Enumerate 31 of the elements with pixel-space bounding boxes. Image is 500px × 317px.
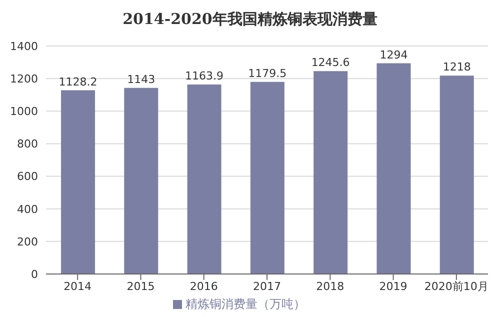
x-tick-label: 2018 — [316, 280, 344, 293]
bar — [61, 90, 95, 274]
x-tick-label: 2019 — [379, 280, 408, 293]
data-label: 1179.5 — [248, 66, 287, 80]
chart-title: 2014-2020年我国精炼铜表现消费量 — [122, 9, 378, 30]
bar — [440, 76, 474, 274]
data-label: 1245.6 — [311, 56, 350, 70]
y-tick-label: 200 — [17, 235, 38, 248]
x-tick-label: 2016 — [190, 280, 218, 293]
y-tick-label: 800 — [17, 138, 38, 151]
bar — [314, 71, 348, 274]
data-label: 1143 — [127, 72, 156, 86]
y-tick-label: 0 — [31, 268, 38, 281]
bar — [250, 82, 284, 274]
y-tick-label: 400 — [17, 202, 38, 216]
x-tick-label: 2014 — [64, 280, 92, 293]
bar — [376, 63, 411, 274]
bar — [187, 84, 222, 274]
data-label: 1294 — [380, 48, 408, 62]
x-tick-label: 2020前10月 — [424, 280, 488, 293]
y-tick-label: 1200 — [10, 72, 38, 86]
x-tick-label: 2017 — [253, 280, 281, 293]
bar — [124, 88, 158, 274]
data-label: 1163.9 — [185, 69, 224, 82]
y-tick-label: 1000 — [10, 105, 38, 118]
legend-label: 精炼铜消费量（万吨） — [186, 297, 306, 311]
y-tick-label: 600 — [17, 170, 38, 184]
data-label: 1218 — [442, 60, 471, 74]
data-label: 1128.2 — [58, 75, 98, 88]
y-tick-label: 1400 — [10, 40, 38, 53]
x-tick-label: 2015 — [126, 280, 155, 293]
